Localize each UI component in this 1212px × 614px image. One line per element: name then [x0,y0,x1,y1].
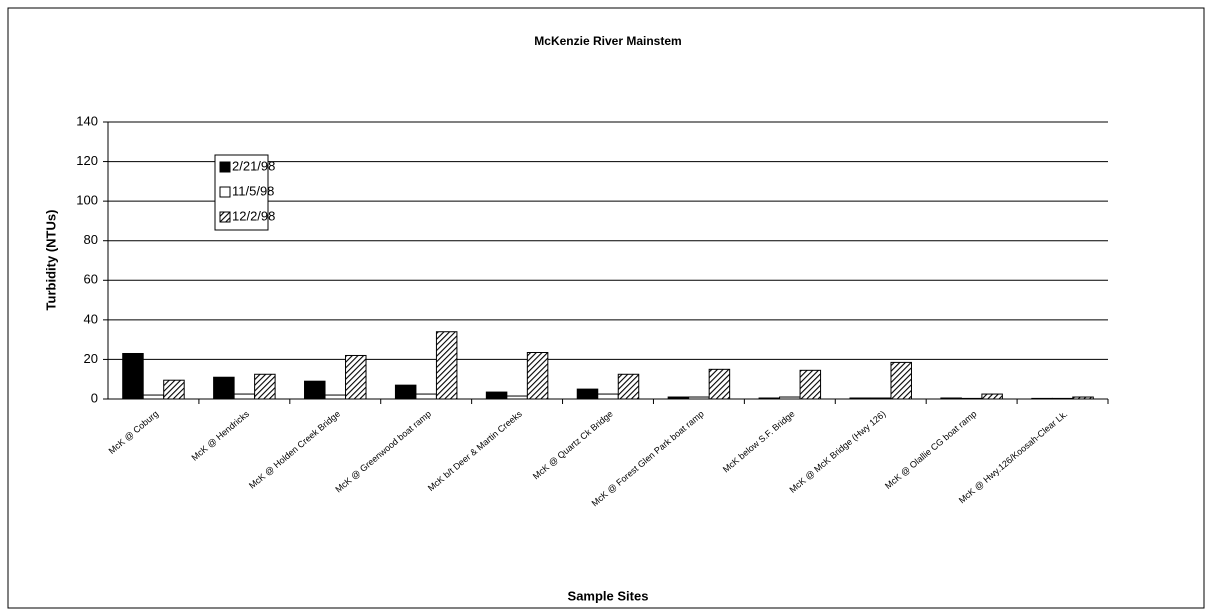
chart-frame [7,7,1205,609]
bar [1051,397,1074,400]
bar [345,354,367,400]
bar [960,397,983,400]
y-tick-label: 80 [84,232,98,247]
y-tick-label: 0 [91,390,98,405]
bar [394,384,417,400]
bar [779,396,801,400]
bar [254,373,276,400]
bar [1031,397,1053,400]
bar [122,352,144,400]
bar [526,352,549,400]
bar [849,397,871,400]
y-tick-label: 20 [84,351,98,366]
bar [1072,396,1094,400]
legend-label: 12/2/98 [232,208,275,223]
bar [981,393,1003,400]
bar [869,397,892,400]
bar [597,393,619,400]
y-tick-label: 40 [84,311,98,326]
bar [485,391,508,400]
bar [617,373,640,400]
legend-label: 2/21/98 [232,158,275,173]
bar [304,380,326,400]
bar [688,396,710,400]
bar [506,395,528,400]
bar [213,376,235,400]
legend-swatch [219,161,231,173]
y-tick-label: 120 [76,153,98,168]
x-axis-label: Sample Sites [568,588,649,603]
legend-swatch [219,186,231,198]
bar [576,388,599,400]
y-tick-label: 140 [76,113,98,128]
y-tick-label: 60 [84,272,98,287]
bar [435,331,458,400]
bar [708,368,731,400]
bar [415,393,437,400]
y-axis-label: Turbidity (NTUs) [43,210,58,311]
bar [163,379,185,400]
bar [667,396,690,400]
bar [233,393,256,400]
bar [324,394,347,400]
legend-swatch [219,211,231,223]
legend-label: 11/5/98 [232,183,274,198]
bar [799,369,822,400]
bar [890,361,912,400]
chart-title: McKenzie River Mainstem [534,34,681,48]
bar [940,397,962,400]
bar [758,397,781,400]
bar [142,394,165,400]
y-tick-label: 100 [76,193,98,208]
